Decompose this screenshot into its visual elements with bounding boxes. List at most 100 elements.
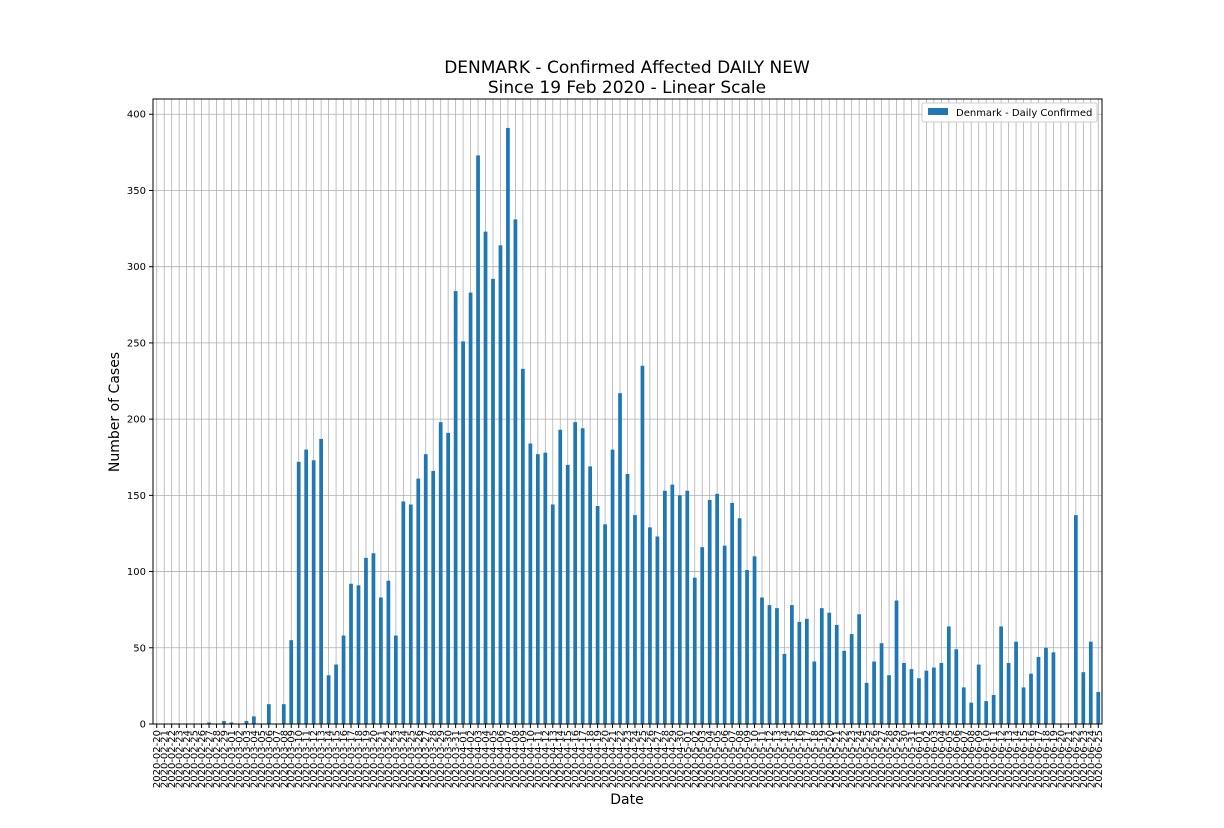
bar-2020-06-25	[1096, 691, 1101, 724]
x-tick-label: 2020-03-10	[294, 730, 305, 788]
bar-2020-04-29	[670, 484, 675, 724]
bar-2020-03-27	[423, 454, 428, 724]
y-tick-label: 300	[127, 262, 146, 273]
bar-2020-04-24	[633, 515, 637, 724]
legend-frame	[921, 102, 1098, 123]
bar-2020-03-31	[453, 291, 458, 724]
bar-2020-04-10	[528, 443, 533, 724]
x-tick-label: 2020-05-12	[765, 730, 776, 788]
x-tick-label: 2020-04-20	[601, 730, 612, 788]
x-tick-label: 2020-04-18	[586, 730, 597, 788]
x-tick-label: 2020-02-21	[160, 730, 171, 788]
x-tick-label: 2020-04-30	[675, 730, 686, 788]
bar-2020-06-17	[1036, 656, 1041, 724]
x-tick-label: 2020-05-01	[683, 730, 694, 788]
bar-2020-04-04	[483, 231, 488, 724]
bar-2020-03-14	[326, 675, 331, 724]
x-tick-label: 2020-05-17	[802, 730, 813, 788]
bar-2020-05-17	[804, 618, 809, 724]
x-tick-label: 2020-06-02	[922, 730, 933, 788]
x-tick-label: 2020-05-31	[907, 730, 918, 788]
x-tick-label: 2020-03-22	[384, 730, 395, 788]
bar-2020-05-24	[857, 614, 862, 724]
bar-2020-06-08	[969, 702, 974, 724]
x-tick-label: 2020-04-09	[518, 730, 529, 788]
bar-2020-06-01	[917, 678, 921, 724]
x-tick-label: 2020-05-14	[780, 730, 791, 788]
x-tick-label: 2020-02-29	[219, 730, 230, 788]
legend: Denmark - Daily Confirmed	[921, 102, 1098, 123]
bar-2020-04-21	[610, 449, 615, 724]
bar-2020-05-19	[819, 608, 824, 724]
x-tick-label: 2020-03-13	[317, 730, 328, 788]
bar-2020-05-16	[797, 621, 802, 724]
x-tick-label: 2020-06-04	[937, 730, 948, 788]
x-tick-label: 2020-06-24	[1086, 730, 1097, 788]
bar-2020-03-28	[431, 470, 436, 724]
x-tick-label: 2020-03-15	[332, 730, 343, 788]
x-tick-label: 2020-02-25	[190, 730, 201, 788]
bar-2020-06-04	[939, 663, 944, 724]
x-tick-label: 2020-04-07	[503, 730, 514, 788]
bar-2020-06-05	[946, 626, 951, 724]
bar-2020-05-10	[752, 556, 757, 724]
bar-2020-06-14	[1014, 641, 1018, 724]
bar-2020-03-03	[244, 720, 249, 724]
y-ticks: 0 50 100 150 200 250 300 350 400	[127, 110, 153, 731]
x-tick-label: 2020-05-27	[877, 730, 888, 788]
bar-2020-04-25	[640, 365, 645, 724]
x-tick-label: 2020-03-12	[309, 730, 320, 788]
x-tick-label: 2020-05-22	[840, 730, 851, 788]
bar-2020-04-30	[677, 495, 682, 724]
y-tick-label: 200	[127, 415, 146, 426]
x-tick-label: 2020-05-19	[817, 730, 828, 788]
bar-2020-06-24	[1088, 641, 1093, 724]
x-tick-label: 2020-06-07	[959, 730, 970, 788]
bar-2020-05-29	[894, 600, 899, 724]
y-tick-label: 0	[140, 720, 146, 731]
x-tick-label: 2020-03-29	[436, 730, 447, 788]
x-tick-label: 2020-03-01	[227, 730, 238, 788]
x-tick-label: 2020-05-30	[899, 730, 910, 788]
x-tick-label: 2020-06-10	[982, 730, 993, 788]
x-tick-label: 2020-06-12	[997, 730, 1008, 788]
bar-2020-03-04	[252, 716, 256, 724]
bar-2020-03-13	[319, 438, 323, 724]
bar-2020-04-14	[558, 429, 563, 724]
x-tick-label: 2020-05-25	[862, 730, 873, 788]
bar-2020-05-01	[685, 490, 690, 724]
bar-2020-05-28	[887, 675, 891, 724]
x-tick-label: 2020-03-16	[339, 730, 350, 788]
bar-2020-03-19	[364, 557, 368, 724]
x-tick-label: 2020-05-06	[720, 730, 731, 788]
x-tick-label: 2020-04-17	[578, 730, 589, 788]
bar-2020-06-13	[1006, 663, 1011, 724]
bar-2020-05-21	[834, 624, 839, 724]
x-tick-label: 2020-03-20	[369, 730, 380, 788]
x-tick-label: 2020-06-20	[1056, 730, 1067, 788]
x-tick-label: 2020-05-23	[847, 730, 858, 788]
x-tick-label: 2020-03-11	[302, 730, 313, 788]
bar-2020-04-11	[535, 454, 540, 724]
x-tick-label: 2020-05-09	[743, 730, 754, 788]
bar-2020-06-15	[1021, 687, 1026, 724]
bar-2020-06-06	[954, 649, 959, 724]
x-tick-label: 2020-03-17	[347, 730, 358, 788]
bar-2020-04-01	[461, 341, 465, 724]
x-tick-label: 2020-06-08	[967, 730, 978, 788]
x-tick-label: 2020-04-16	[571, 730, 582, 788]
x-tick-label: 2020-05-08	[735, 730, 746, 788]
bar-2020-05-05	[715, 493, 720, 724]
x-tick-label: 2020-03-21	[376, 730, 387, 788]
x-tick-label: 2020-04-11	[533, 730, 544, 788]
bar-2020-03-16	[341, 635, 346, 724]
bar-2020-05-14	[782, 653, 787, 724]
x-tick-label: 2020-06-16	[1027, 730, 1038, 788]
x-tick-label: 2020-04-05	[488, 730, 499, 788]
x-tick-label: 2020-05-16	[795, 730, 806, 788]
legend-swatch	[928, 108, 948, 115]
x-tick-label: 2020-04-15	[563, 730, 574, 788]
bar-2020-03-09	[289, 640, 294, 724]
x-tick-label: 2020-03-25	[406, 730, 417, 788]
